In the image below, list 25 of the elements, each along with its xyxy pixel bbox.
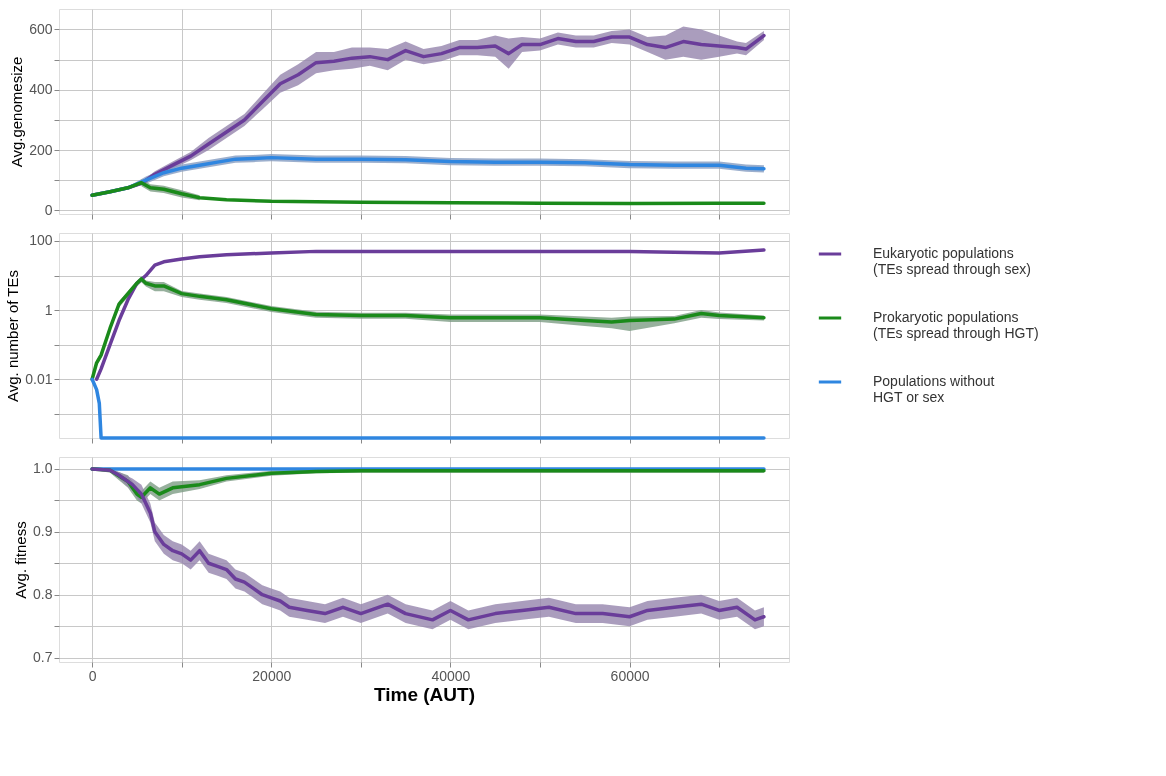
x-axis-title: Time (AUT) [374, 683, 475, 705]
line-series [90, 377, 766, 440]
y-tick-label: 1.0 [33, 460, 53, 477]
y-tick-label: 100 [29, 232, 53, 249]
legend-label: Prokaryotic populations (TEs spread through HGT) [873, 309, 1039, 341]
y-tick-label: 0.01 [25, 370, 53, 387]
y-axis-title: Avg. fitness [12, 521, 30, 599]
x-tick-label: 0 [88, 667, 97, 684]
line-series [90, 180, 766, 206]
y-tick-label: 0.7 [33, 649, 53, 666]
y-tick-label: 600 [29, 21, 53, 37]
x-tick-label: 60000 [610, 667, 650, 684]
y-tick-label: 400 [29, 81, 53, 98]
x-tick-label: 20000 [252, 667, 292, 684]
line-series [94, 248, 766, 382]
x-tick-label: 40000 [431, 667, 471, 684]
y-axis-title: Avg. number of TEs [4, 269, 22, 403]
y-tick-label: 0 [44, 201, 53, 218]
y-tick-label: 0.8 [33, 586, 53, 603]
y-tick-label: 200 [29, 141, 53, 158]
legend-label: Populations without HGT or sex [873, 373, 995, 405]
y-tick-label: 0.9 [33, 523, 53, 540]
y-tick-label: 1 [44, 301, 53, 318]
y-axis-title: Avg.genomesize [8, 56, 26, 168]
legend-label: Eukaryotic populations (TEs spread through sex) [873, 245, 1031, 277]
